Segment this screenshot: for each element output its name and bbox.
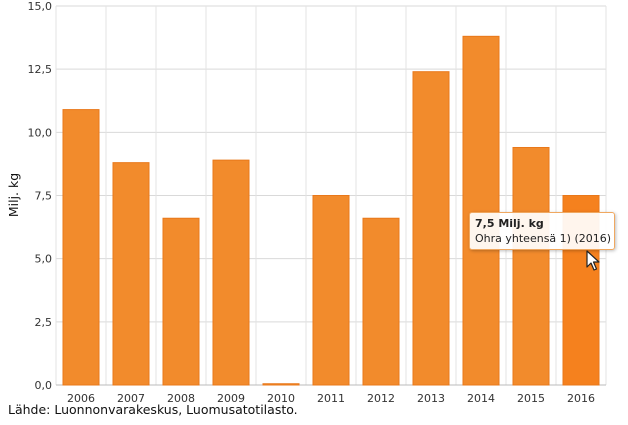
x-tick-label: 2006 xyxy=(67,392,95,405)
tooltip-value: 7,5 Milj. kg xyxy=(475,217,544,230)
y-axis-ticks: 0,0 2,5 5,0 7,5 10,0 12,5 15,0 xyxy=(28,0,53,392)
bar-2008[interactable] xyxy=(162,217,200,386)
x-tick-label: 2013 xyxy=(417,392,445,405)
y-tick-label: 0,0 xyxy=(35,379,53,392)
bar-2009[interactable] xyxy=(212,159,250,386)
grid-lines xyxy=(55,5,607,386)
bar-2006[interactable] xyxy=(62,109,100,386)
bar-2010[interactable] xyxy=(262,383,300,386)
bars xyxy=(62,35,600,386)
bar-2012[interactable] xyxy=(362,217,400,386)
x-tick-label: 2016 xyxy=(567,392,595,405)
y-tick-label: 15,0 xyxy=(28,0,53,13)
bar-2014[interactable] xyxy=(462,35,500,386)
x-tick-label: 2008 xyxy=(167,392,195,405)
bar-2011[interactable] xyxy=(312,195,350,386)
x-tick-label: 2007 xyxy=(117,392,145,405)
bar-2013[interactable] xyxy=(412,71,450,386)
mouse-cursor-icon xyxy=(586,250,600,271)
bar-2015[interactable] xyxy=(512,146,550,386)
bar-2007[interactable] xyxy=(112,162,150,386)
y-tick-label: 5,0 xyxy=(35,253,53,266)
x-tick-label: 2010 xyxy=(267,392,295,405)
tooltip-label: Ohra yhteensä 1) (2016) xyxy=(475,232,612,245)
source-note: Lähde: Luonnonvarakeskus, Luomusatotilas… xyxy=(8,402,298,417)
x-tick-label: 2015 xyxy=(517,392,545,405)
data-tooltip: 7,5 Milj. kg Ohra yhteensä 1) (2016) xyxy=(469,212,615,250)
y-tick-label: 2,5 xyxy=(35,316,53,329)
y-tick-label: 10,0 xyxy=(28,126,53,139)
x-tick-label: 2014 xyxy=(467,392,495,405)
x-tick-label: 2011 xyxy=(317,392,345,405)
y-tick-label: 12,5 xyxy=(28,63,53,76)
x-tick-label: 2012 xyxy=(367,392,395,405)
y-axis-label: Milj. kg xyxy=(6,173,21,217)
x-tick-label: 2009 xyxy=(217,392,245,405)
y-tick-label: 7,5 xyxy=(35,190,53,203)
x-axis-ticks: 2006 2007 2008 2009 2010 2011 2012 2013 2014 2015… xyxy=(67,392,595,405)
